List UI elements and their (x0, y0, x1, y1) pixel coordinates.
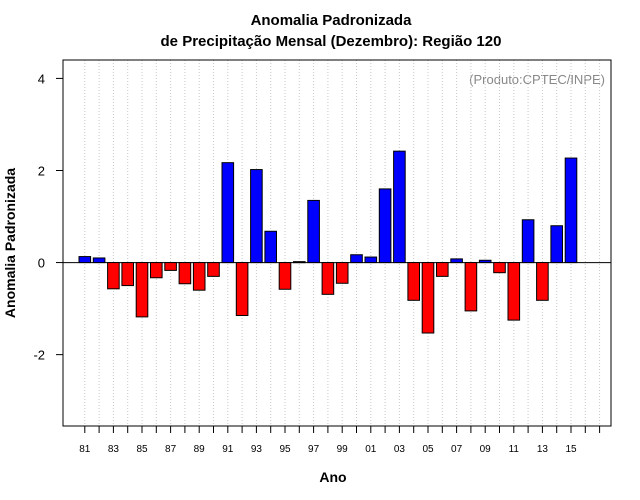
y-tick-label: 0 (38, 256, 45, 271)
x-tick-label: 89 (194, 444, 206, 455)
plot-frame (62, 59, 612, 427)
x-tick-label: 87 (165, 444, 177, 455)
bar-85 (135, 262, 149, 318)
bar-91 (221, 162, 235, 264)
bar-93 (250, 169, 263, 264)
bar-10 (493, 262, 506, 274)
bar-90 (207, 262, 220, 277)
bar-82 (92, 257, 106, 264)
x-axis-label: Ano (319, 469, 346, 485)
bar-88 (178, 262, 192, 285)
x-tick-label: 81 (79, 444, 91, 455)
bar-92 (235, 262, 249, 317)
bar-12 (521, 219, 535, 264)
x-tick-label: 95 (279, 444, 291, 455)
y-tick-label: 2 (38, 163, 45, 178)
product-credit: (Produto:CPTEC/INPE) (469, 72, 605, 87)
bar-07 (450, 258, 463, 264)
bar-83 (107, 262, 120, 290)
bar-96 (293, 261, 306, 264)
x-tick-label: 07 (451, 444, 463, 455)
bar-84 (121, 262, 135, 287)
y-tick-label: -2 (33, 348, 45, 363)
x-tick-label: 05 (422, 444, 434, 455)
x-tick-label: 93 (251, 444, 263, 455)
bar-13 (536, 262, 549, 301)
bar-05 (421, 262, 435, 334)
bar-98 (321, 262, 335, 295)
bar-99 (335, 262, 349, 284)
x-tick-label: 97 (308, 444, 320, 455)
x-tick-label: 09 (480, 444, 492, 455)
bar-08 (464, 262, 478, 312)
bar-09 (478, 259, 492, 264)
bar-01 (364, 256, 378, 264)
axes: -2 0 2 4 81 83 85 87 89 91 93 95 97 99 01 03 05 07 09 11 13 1… (33, 59, 612, 455)
x-tick-label: 03 (394, 444, 406, 455)
x-tick-label: 15 (565, 444, 577, 455)
bar-15 (564, 157, 578, 264)
bar-97 (307, 199, 320, 264)
bar-11 (507, 262, 521, 321)
x-tick-label: 85 (136, 444, 148, 455)
x-tick-label: 11 (509, 444, 520, 455)
bar-02 (378, 188, 392, 264)
x-tick-label: 83 (108, 444, 120, 455)
bar-04 (407, 262, 420, 301)
x-tick-label: 13 (537, 444, 549, 455)
bar-03 (393, 150, 406, 264)
bar-86 (150, 262, 163, 279)
bar-87 (164, 262, 177, 271)
bar-14 (550, 225, 564, 264)
chart-title: Anomalia Padronizada (251, 12, 413, 29)
bar-89 (192, 262, 206, 291)
y-axis-label: Anomalia Padronizada (2, 168, 18, 318)
bar-94 (264, 230, 277, 264)
bar-00 (350, 254, 363, 264)
bars (78, 150, 578, 334)
bar-06 (436, 262, 449, 277)
y-tick-label: 4 (38, 71, 45, 86)
x-tick-label: 91 (222, 444, 234, 455)
x-tick-label: 99 (337, 444, 349, 455)
x-tick-label: 01 (365, 444, 377, 455)
bar-81 (78, 256, 92, 264)
bar-95 (278, 262, 292, 290)
chart-subtitle: de Precipitação Mensal (Dezembro): Regiã… (161, 33, 502, 50)
